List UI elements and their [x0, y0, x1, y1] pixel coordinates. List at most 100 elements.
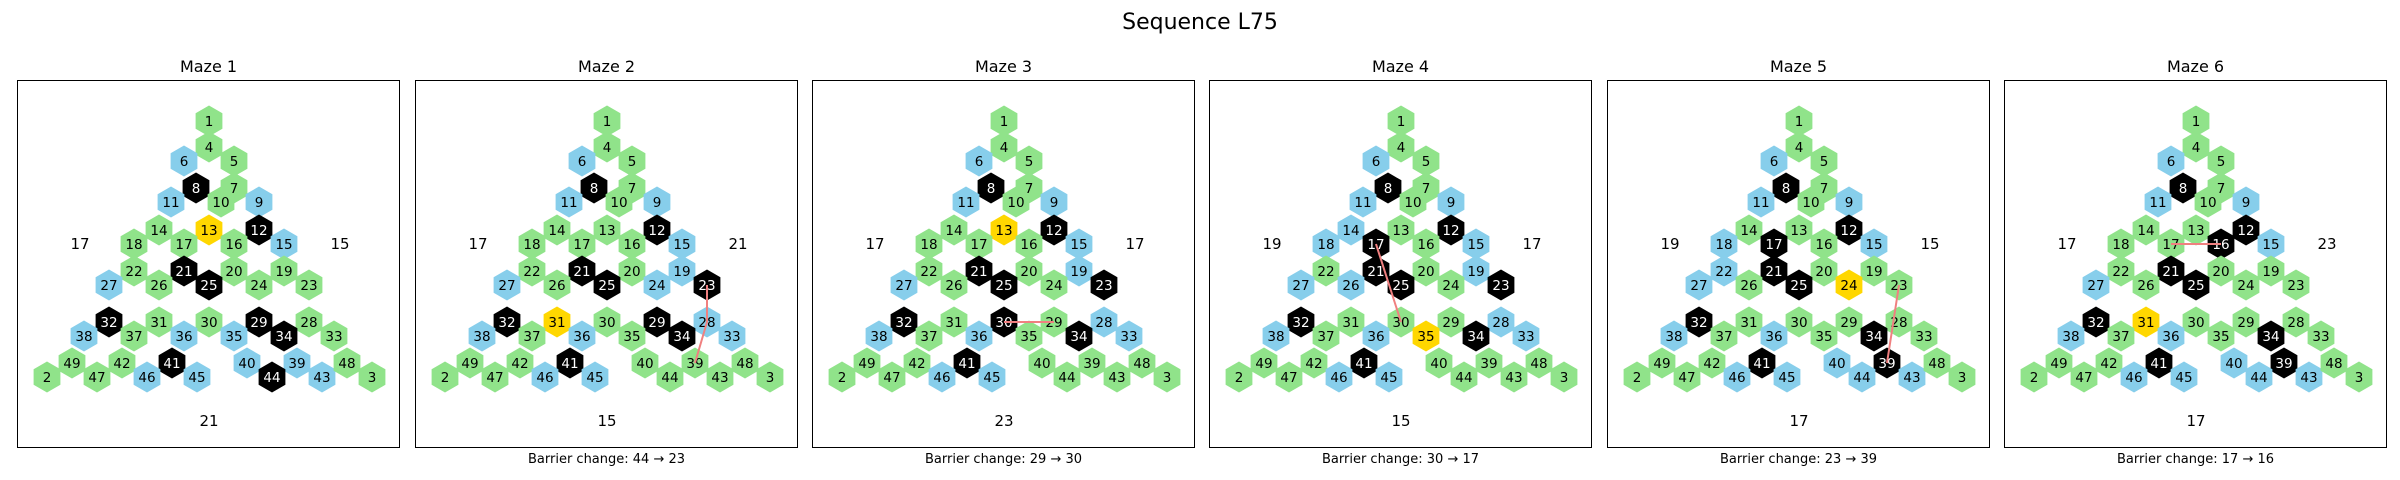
barrier-caption: Barrier change: 30 → 17 — [1321, 452, 1480, 467]
hex-cell — [977, 172, 1005, 204]
hex-label: 45 — [1778, 370, 1795, 386]
hex-cell — [431, 361, 459, 393]
hex-label: 9 — [255, 195, 264, 211]
hex-label: 19 — [275, 264, 292, 280]
hex-cell — [481, 361, 509, 393]
hex-cell — [1823, 347, 1851, 379]
hex-label: 21 — [1367, 264, 1384, 280]
hex-cell — [990, 269, 1018, 301]
hex-cell — [828, 361, 856, 393]
hex-label: 37 — [1317, 329, 1334, 345]
hex-label: 20 — [2212, 264, 2229, 280]
hex-label: 16 — [1417, 237, 1434, 253]
hex-label: 38 — [2062, 329, 2079, 345]
hex-label: 45 — [188, 370, 205, 386]
hex-cell — [2145, 347, 2173, 379]
hex-label: 4 — [2192, 140, 2201, 156]
hex-cell — [2070, 361, 2098, 393]
hex-cell — [1710, 255, 1738, 287]
hex-cell — [643, 214, 671, 246]
hex-cell — [1810, 145, 1838, 177]
hex-cell — [1153, 361, 1181, 393]
hex-label: 25 — [1392, 278, 1409, 294]
hex-cell — [581, 361, 609, 393]
hex-label: 26 — [945, 278, 962, 294]
hex-cell — [220, 320, 248, 352]
hex-cell — [258, 361, 286, 393]
hex-label: 38 — [75, 329, 92, 345]
hex-label: 5 — [1025, 154, 1034, 170]
hex-label: 6 — [180, 154, 189, 170]
hex-cell — [2345, 361, 2373, 393]
hex-cell — [2207, 320, 2235, 352]
hex-cell — [456, 347, 484, 379]
hex-label: 10 — [1007, 195, 1024, 211]
hex-label: 22 — [1715, 264, 1732, 280]
hex-label: 24 — [1840, 278, 1857, 294]
hex-label: 41 — [561, 356, 578, 372]
maze-svg: 12 34567891011121314151617181920212223242… — [33, 105, 386, 430]
right-corner-label: 17 — [1522, 235, 1541, 253]
hex-cell — [170, 255, 198, 287]
hex-cell — [1362, 145, 1390, 177]
hex-cell — [2182, 131, 2210, 163]
hex-cell — [145, 306, 173, 338]
hex-cell — [1015, 320, 1043, 352]
maze-title: Maze 1 — [179, 57, 238, 76]
hex-label: 34 — [1070, 329, 1087, 345]
hex-label: 21 — [1765, 264, 1782, 280]
hex-cell — [2320, 347, 2348, 379]
hex-cell — [1362, 320, 1390, 352]
hex-cell — [593, 105, 621, 137]
hex-cell — [706, 361, 734, 393]
hex-label: 3 — [1958, 370, 1967, 386]
hex-label: 1 — [205, 114, 214, 130]
hex-label: 39 — [1878, 356, 1895, 372]
hex-label: 35 — [2212, 329, 2229, 345]
bottom-corner-label: 17 — [1789, 412, 1808, 430]
hex-label: 22 — [125, 264, 142, 280]
hex-label: 42 — [2100, 356, 2117, 372]
hex-cell — [878, 361, 906, 393]
hex-cell — [1312, 255, 1340, 287]
hex-label: 48 — [338, 356, 355, 372]
hex-cell — [1275, 361, 1303, 393]
hex-cell — [556, 347, 584, 379]
hex-cell — [1375, 361, 1403, 393]
maze-panel: 1 2 3 4 5 6 7 8 9 10 11 12 13 14 15 16 17 18 19 20 21 22 23 24 2… — [2004, 80, 2387, 448]
hex-label: 27 — [895, 278, 912, 294]
hex-cell — [1115, 320, 1143, 352]
hex-cell — [2257, 320, 2285, 352]
hex-label: 27 — [498, 278, 515, 294]
hex-label: 17 — [1765, 237, 1782, 253]
hex-label: 14 — [1342, 223, 1359, 239]
hex-label: 26 — [1740, 278, 1757, 294]
hex-label: 48 — [2325, 356, 2342, 372]
hex-label: 9 — [1447, 195, 1456, 211]
hex-cell — [2132, 214, 2160, 246]
hex-cell — [618, 320, 646, 352]
hex-label: 31 — [150, 315, 167, 331]
hex-cell — [70, 320, 98, 352]
hex-cell — [195, 214, 223, 246]
maze-panel: 1 2 3 4 5 6 7 8 9 10 11 12 13 14 15 16 17 18 19 20 21 22 23 24 2… — [17, 80, 400, 448]
hex-cell — [853, 347, 881, 379]
hex-cell — [2132, 269, 2160, 301]
maze-svg: 12 34567891011121314151617181920212223242… — [828, 105, 1181, 430]
hex-label: 3 — [2355, 370, 2364, 386]
hex-label: 33 — [1915, 329, 1932, 345]
hex-cell — [940, 269, 968, 301]
hex-label: 25 — [995, 278, 1012, 294]
hex-cell — [1760, 145, 1788, 177]
hex-cell — [1040, 186, 1068, 218]
hex-cell — [1710, 320, 1738, 352]
hex-label: 44 — [1853, 370, 1870, 386]
hex-label: 46 — [536, 370, 553, 386]
hex-cell — [1648, 347, 1676, 379]
hex-cell — [2232, 306, 2260, 338]
hex-cell — [2107, 228, 2135, 260]
hex-label: 32 — [1292, 315, 1309, 331]
hex-label: 28 — [2287, 315, 2304, 331]
hex-label: 33 — [1517, 329, 1534, 345]
hex-cell — [1078, 347, 1106, 379]
